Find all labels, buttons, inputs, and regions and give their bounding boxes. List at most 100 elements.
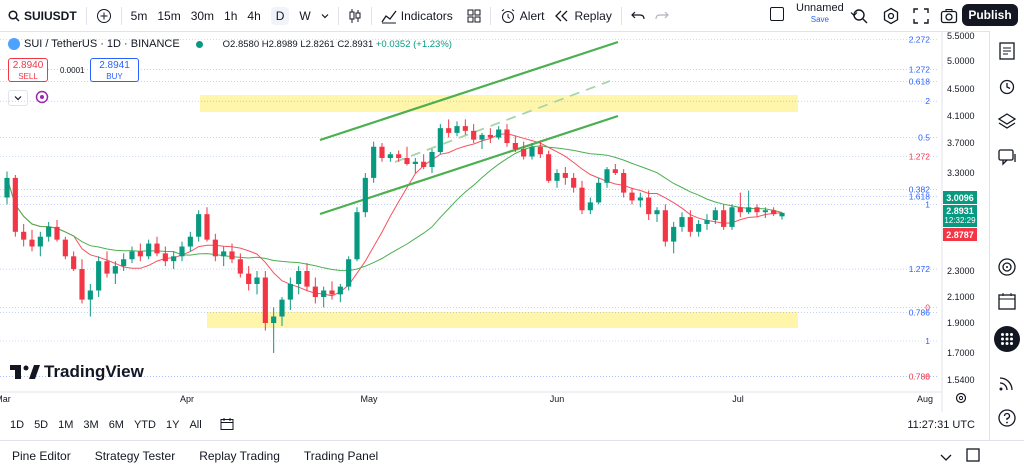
chat-icon[interactable] bbox=[997, 147, 1017, 167]
snapshot-button[interactable] bbox=[940, 7, 958, 30]
collapse-legend-button[interactable] bbox=[8, 90, 28, 106]
layout-checkbox[interactable] bbox=[770, 7, 784, 21]
tf-d[interactable]: D bbox=[266, 0, 295, 31]
fib-level-label: 1.272 bbox=[909, 64, 931, 74]
time-clock[interactable]: 11:27:31 UTC bbox=[907, 419, 975, 431]
tradingview-logo[interactable]: TradingView bbox=[10, 362, 144, 382]
range-5d[interactable]: 5D bbox=[34, 419, 49, 431]
tab-pine-editor[interactable]: Pine Editor bbox=[12, 449, 71, 463]
candle-body bbox=[79, 269, 85, 300]
watchlist-icon[interactable] bbox=[997, 41, 1017, 61]
candle-body bbox=[254, 277, 260, 284]
indicators-button[interactable]: Indicators bbox=[376, 0, 458, 31]
chart-type-button[interactable] bbox=[343, 0, 367, 31]
grid-icon bbox=[467, 9, 481, 22]
candle-body bbox=[371, 146, 377, 178]
range-1d[interactable]: 1D bbox=[10, 419, 25, 431]
tf-1h[interactable]: 1h bbox=[224, 8, 238, 23]
undo-button[interactable] bbox=[626, 0, 650, 31]
fullscreen-icon bbox=[913, 8, 929, 24]
alarm-clock-icon[interactable] bbox=[997, 76, 1017, 96]
range-6m[interactable]: 6M bbox=[108, 419, 124, 431]
candle-body bbox=[746, 207, 752, 213]
sell-label: SELL bbox=[18, 72, 38, 81]
y-tick-label: 4.1000 bbox=[947, 111, 975, 121]
candle-body bbox=[721, 210, 727, 227]
candle-body bbox=[396, 154, 402, 158]
search-sparkle-icon bbox=[853, 9, 868, 24]
refresh-icon bbox=[35, 90, 49, 104]
search-icon bbox=[8, 9, 20, 22]
range-3m[interactable]: 3M bbox=[83, 419, 99, 431]
fullscreen-button[interactable] bbox=[912, 7, 930, 30]
legend-title[interactable]: SUI / TetherUS · 1D · BINANCE bbox=[24, 38, 180, 50]
maximize-icon bbox=[966, 448, 980, 462]
candle-body bbox=[154, 243, 160, 254]
target-icon[interactable] bbox=[997, 257, 1017, 277]
tab-trading-panel[interactable]: Trading Panel bbox=[303, 449, 379, 463]
redo-button[interactable] bbox=[650, 0, 674, 31]
gear-icon bbox=[955, 392, 967, 404]
price-chart[interactable]: 2.2721.2720.61820.51.2720.3821.61811.272… bbox=[0, 32, 990, 417]
logo-text: TradingView bbox=[44, 362, 144, 381]
candle-body bbox=[37, 236, 43, 247]
plus-circle-icon bbox=[96, 8, 111, 23]
candle-body bbox=[437, 128, 443, 152]
tf-d-label: D bbox=[270, 6, 290, 25]
sync-button[interactable] bbox=[35, 90, 49, 109]
countdown: 12:32:29 bbox=[944, 216, 976, 225]
candle-body bbox=[612, 169, 618, 173]
publish-button[interactable]: Publish bbox=[962, 4, 1018, 26]
range-all[interactable]: All bbox=[189, 419, 202, 431]
quick-search-button[interactable] bbox=[851, 7, 869, 30]
help-icon[interactable] bbox=[997, 408, 1017, 428]
date-range-button[interactable] bbox=[215, 417, 239, 434]
broadcast-icon[interactable] bbox=[997, 373, 1017, 393]
ma-long-line bbox=[6, 145, 783, 272]
moving-averages bbox=[6, 133, 783, 297]
apps-grid-icon[interactable] bbox=[994, 326, 1020, 352]
sell-button[interactable]: 2.8940 SELL bbox=[8, 58, 48, 82]
last-price-tag: 2.8931 12:32:29 bbox=[943, 205, 977, 227]
tf-4h[interactable]: 4h bbox=[247, 8, 261, 23]
close-value: C2.8931 bbox=[337, 38, 374, 50]
symbol-search[interactable]: SUIUSDT bbox=[0, 0, 82, 31]
tab-strategy-tester[interactable]: Strategy Tester bbox=[94, 449, 176, 463]
calendar-icon[interactable] bbox=[997, 291, 1017, 311]
tf-dropdown[interactable] bbox=[316, 0, 334, 31]
tf-5m[interactable]: 5m bbox=[130, 8, 148, 23]
buy-button[interactable]: 2.8941 BUY bbox=[90, 58, 139, 82]
right-sidebar bbox=[989, 31, 1024, 440]
spread-value: 0.0001 bbox=[60, 66, 85, 75]
tf-15m[interactable]: 15m bbox=[157, 8, 181, 23]
templates-button[interactable] bbox=[462, 0, 486, 31]
candle-body bbox=[196, 214, 202, 237]
channel-lower-line bbox=[319, 114, 619, 216]
range-1y[interactable]: 1Y bbox=[165, 419, 180, 431]
top-toolbar: SUIUSDT 5m 15m 30m 1h 4h D W Indicators … bbox=[0, 0, 1024, 32]
candle-body bbox=[12, 177, 18, 232]
maximize-panel-button[interactable] bbox=[966, 448, 980, 465]
tab-replay-trading[interactable]: Replay Trading bbox=[199, 449, 280, 463]
candle-body bbox=[621, 173, 627, 193]
candle-body bbox=[221, 251, 227, 257]
fib-zone-upper bbox=[200, 95, 798, 112]
tf-w[interactable]: W bbox=[299, 8, 311, 23]
compare-button[interactable] bbox=[91, 0, 117, 31]
candle-body bbox=[121, 259, 127, 267]
alert-button[interactable]: Alert bbox=[495, 0, 550, 31]
replay-button[interactable]: Replay bbox=[549, 0, 616, 31]
axis-settings-button[interactable] bbox=[955, 391, 967, 409]
range-1m[interactable]: 1M bbox=[58, 419, 74, 431]
candle-body bbox=[462, 126, 468, 131]
candle-body bbox=[671, 226, 677, 242]
collapse-panel-button[interactable] bbox=[940, 451, 952, 465]
layout-name[interactable]: Unnamed Save bbox=[770, 3, 858, 25]
tf-30m[interactable]: 30m bbox=[190, 8, 215, 23]
settings-button[interactable] bbox=[882, 7, 900, 30]
layers-icon[interactable] bbox=[997, 111, 1017, 131]
chevron-down-icon bbox=[321, 13, 329, 18]
range-ytd[interactable]: YTD bbox=[133, 419, 156, 431]
candle-body bbox=[387, 154, 393, 158]
candle-body bbox=[687, 217, 693, 232]
